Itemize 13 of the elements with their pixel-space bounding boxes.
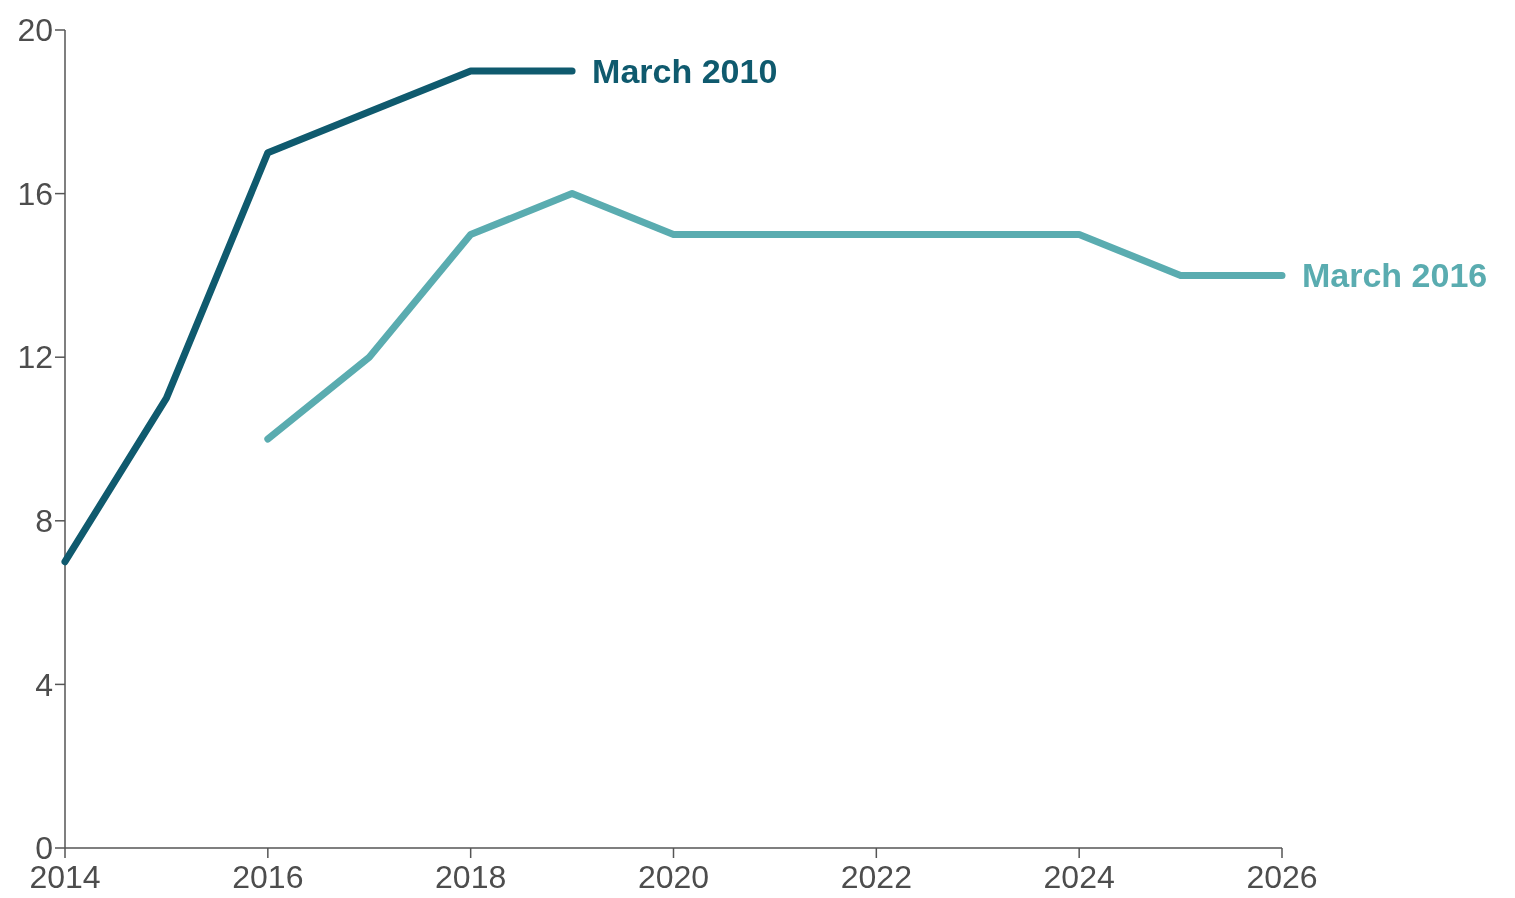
series-label: March 2010 [592, 51, 778, 90]
x-tick-label: 2020 [637, 859, 710, 895]
y-tick-label: 16 [17, 175, 53, 212]
x-tick-label: 2026 [1246, 859, 1318, 895]
y-tick-label: 8 [35, 503, 53, 539]
x-tick-label: 2016 [232, 859, 304, 895]
x-tick-label: 2024 [1043, 859, 1115, 895]
series-label: March 2016 [1302, 256, 1488, 295]
y-tick-label: 12 [17, 339, 53, 376]
y-tick-label: 4 [35, 666, 53, 703]
x-tick-label: 2018 [435, 859, 507, 895]
x-tick-label: 2022 [840, 859, 912, 895]
y-tick-label: 20 [17, 12, 53, 49]
